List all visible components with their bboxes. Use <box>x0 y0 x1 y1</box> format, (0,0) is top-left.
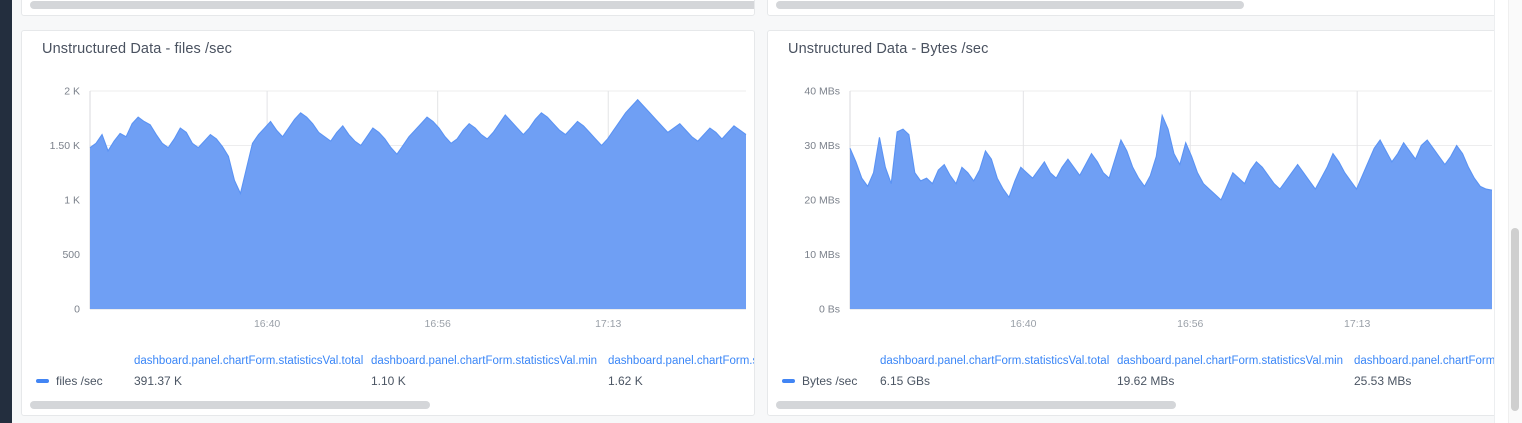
x-axis-tick-label: 16:56 <box>1177 318 1203 330</box>
panel-unstructured-files-per-sec: Unstructured Data - files /sec 0 500 1 K 1.… <box>21 30 755 416</box>
y-axis-tick-label: 1.50 K <box>50 140 80 152</box>
panel-clipped-right: Bytes Out /sec 669.45 MBs 466.60 MBs 466… <box>767 0 1501 16</box>
statistics-column-max[interactable]: dashboard.panel.chartForm.st <box>608 355 754 367</box>
series-line <box>849 113 1493 201</box>
x-axis-tick-label: 16:56 <box>425 318 451 330</box>
statistics-value-row: files /sec 391.37 K 1.10 K 1.62 K <box>22 371 754 391</box>
chart-statistics-files: dashboard.panel.chartForm.statisticsVal.… <box>22 351 754 393</box>
x-axis-tick-label: 16:40 <box>1010 318 1036 330</box>
panel-title: Unstructured Data - Bytes /sec <box>788 41 989 57</box>
horizontal-scrollbar[interactable] <box>776 401 1176 409</box>
y-axis-tick-label: 30 MBs <box>804 140 840 152</box>
series-area-files-sec <box>90 99 746 309</box>
statistics-value-max: 1.62 K <box>608 374 643 388</box>
statistics-value-total: 6.15 GBs <box>880 374 931 388</box>
statistics-column-max[interactable]: dashboard.panel.chartForm.s <box>1354 355 1500 367</box>
series-line <box>89 98 747 196</box>
vertical-scrollbar-thumb[interactable] <box>1511 228 1519 411</box>
dashboard-scroll-area[interactable]: Bytes Out /sec 669.45 MBs 466.60 MBs 466… <box>21 0 1501 423</box>
chart-area-bytes[interactable]: 0 Bs 10 MBs 20 MBs 30 MBs 40 MBs 16:40 16:56 17… <box>768 83 1500 345</box>
statistics-value-min: 19.62 MBs <box>1117 374 1175 388</box>
series-swatch-icon <box>782 379 795 383</box>
horizontal-scrollbar[interactable] <box>30 401 430 409</box>
panel-row-main: Unstructured Data - files /sec 0 500 1 K 1.… <box>21 30 1501 416</box>
legend-entry-bytes[interactable]: Bytes /sec <box>782 374 880 388</box>
x-axis-tick-label: 16:40 <box>254 318 280 330</box>
y-axis-tick-label: 1 K <box>64 195 80 207</box>
y-axis-tick-label: 0 <box>74 304 80 316</box>
y-axis-tick-label: 2 K <box>64 86 80 98</box>
y-axis-tick-label: 10 MBs <box>804 249 840 261</box>
panel-unstructured-bytes-per-sec: Unstructured Data - Bytes /sec 0 Bs 10 MB… <box>767 30 1501 416</box>
statistics-value-min: 1.10 K <box>371 374 406 388</box>
statistics-column-total[interactable]: dashboard.panel.chartForm.statisticsVal.… <box>134 355 364 367</box>
chart-statistics-bytes: dashboard.panel.chartForm.statisticsVal.… <box>768 351 1500 393</box>
x-axis-tick-label: 17:13 <box>1344 318 1370 330</box>
legend-series-name: Bytes /sec <box>802 374 858 388</box>
y-axis-tick-label: 500 <box>62 249 80 261</box>
y-axis-tick-label: 0 Bs <box>819 304 840 316</box>
legend-series-name: files /sec <box>56 374 103 388</box>
series-swatch-icon <box>36 379 49 383</box>
sidebar-gutter <box>12 0 21 423</box>
y-axis-tick-label: 20 MBs <box>804 195 840 207</box>
content-right-gutter <box>1494 0 1508 423</box>
series-area-bytes-sec <box>850 115 1492 309</box>
legend-entry-files[interactable]: files /sec <box>36 374 134 388</box>
statistics-header-row: dashboard.panel.chartForm.statisticsVal.… <box>22 351 754 371</box>
statistics-column-min[interactable]: dashboard.panel.chartForm.statisticsVal.… <box>371 355 598 367</box>
statistics-header-row: dashboard.panel.chartForm.statisticsVal.… <box>768 351 1500 371</box>
x-axis-tick-label: 17:13 <box>595 318 621 330</box>
y-axis-tick-label: 40 MBs <box>804 86 840 98</box>
panel-title: Unstructured Data - files /sec <box>42 41 232 57</box>
panel-clipped-left <box>21 0 755 16</box>
app-sidebar-rail <box>0 0 12 423</box>
statistics-value-total: 391.37 K <box>134 374 183 388</box>
chart-area-files[interactable]: 0 500 1 K 1.50 K 2 K 16:40 16:56 17:13 <box>22 83 754 345</box>
statistics-value-max: 25.53 MBs <box>1354 374 1412 388</box>
horizontal-scrollbar[interactable] <box>30 1 754 9</box>
panel-row-above: Bytes Out /sec 669.45 MBs 466.60 MBs 466… <box>21 0 1501 16</box>
statistics-column-min[interactable]: dashboard.panel.chartForm.statisticsVal.… <box>1117 355 1344 367</box>
statistics-value-row: Bytes /sec 6.15 GBs 19.62 MBs 25.53 MBs <box>768 371 1500 391</box>
statistics-column-total[interactable]: dashboard.panel.chartForm.statisticsVal.… <box>880 355 1110 367</box>
vertical-scrollbar-track[interactable] <box>1508 0 1522 423</box>
horizontal-scrollbar[interactable] <box>776 1 1244 9</box>
